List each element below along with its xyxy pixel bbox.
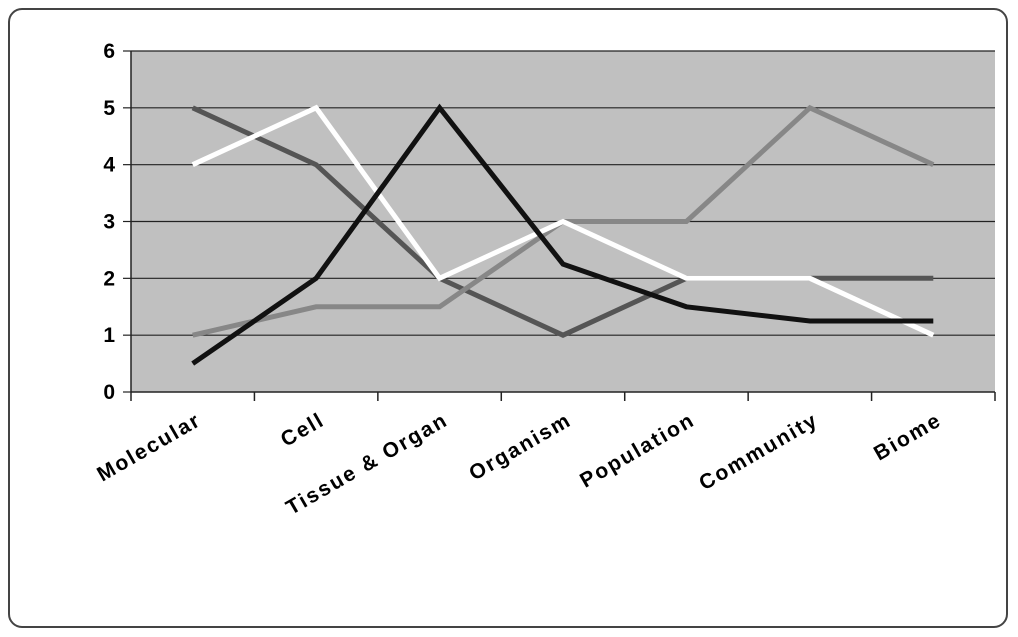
x-tick-label: Cell [277,408,329,451]
y-tick-labels: 0 1 2 3 4 5 6 [103,40,115,404]
y-tick-label: 1 [103,324,115,347]
y-tick-label: 5 [103,97,115,120]
x-tick-label: Biome [870,408,946,465]
x-tick-label: Population [576,408,699,492]
y-tick-label: 6 [103,40,115,63]
x-tick-label: Organism [465,408,575,485]
series-line-3 [191,104,935,338]
y-tick-label: 4 [103,154,115,177]
y-tick-label: 3 [103,211,115,234]
series-lines [191,103,935,366]
series-line-4 [191,103,934,366]
x-tick-label: Molecular [93,408,205,486]
y-tick-label: 0 [103,381,115,404]
x-tick-label: Community [695,408,822,495]
y-tick-label: 2 [103,267,115,290]
axes [130,51,996,401]
